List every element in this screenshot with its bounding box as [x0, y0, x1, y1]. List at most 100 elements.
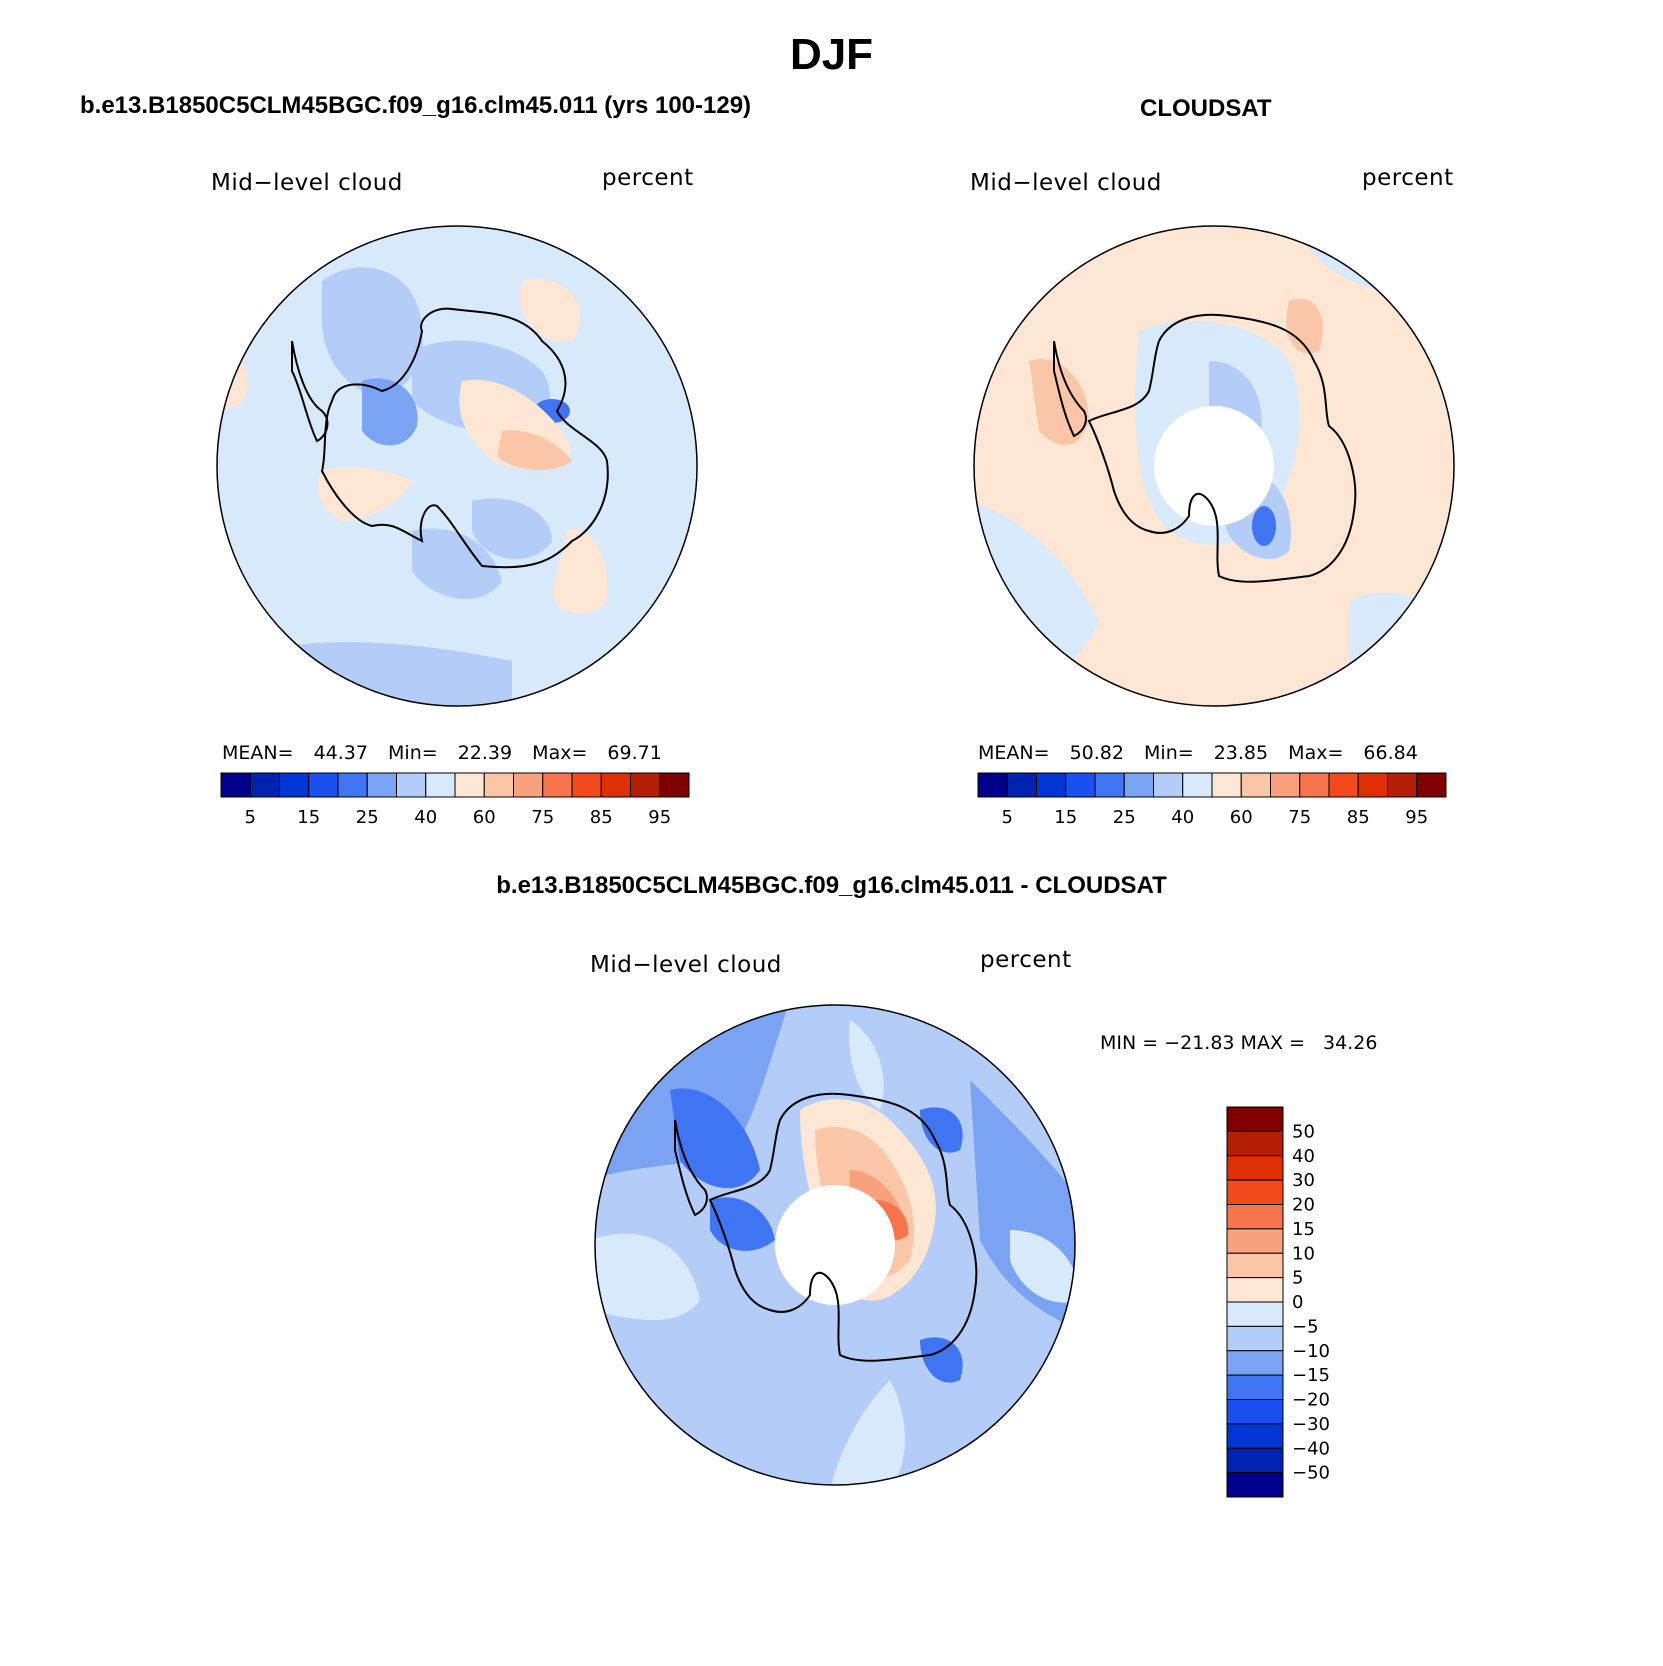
- panel1-colorbar-tick-label: 75: [531, 807, 554, 828]
- panel3-colorbar-box: [1226, 1228, 1284, 1254]
- panel1-colorbar-tick-label: 15: [297, 807, 320, 828]
- panel3-colorbar-tick-label: −50: [1292, 1463, 1330, 1484]
- panel1-colorbar-tick-label: 95: [648, 807, 671, 828]
- panel1-colorbar-tick-label: 85: [590, 807, 613, 828]
- panel2-max-label: Max=: [1288, 742, 1344, 764]
- panel2-colorbar-tick-label: 85: [1347, 807, 1370, 828]
- panel2-colorbar-tick-label: 15: [1054, 807, 1077, 828]
- panel2-mean-label: MEAN=: [978, 742, 1050, 764]
- panel2-colorbar-box: [1387, 772, 1418, 798]
- panel1-field-region: [497, 430, 572, 471]
- panel2-colorbar: 5 15 25 40 60 75 85 95: [977, 772, 1447, 828]
- panel1-stats: MEAN= 44.37 Min= 22.39 Max= 69.71: [222, 742, 662, 764]
- panel1-field-region: [318, 466, 412, 521]
- panel1-colorbar-box: [366, 772, 397, 798]
- panel2-colorbar-box: [1240, 772, 1271, 798]
- panel2-mean-value: 50.82: [1069, 742, 1124, 764]
- panel1-map-border: [216, 225, 698, 707]
- panel3-units-label: percent: [980, 947, 1072, 973]
- panel3-colorbar-tick-label: 30: [1292, 1170, 1315, 1191]
- panel1-mean-label: MEAN=: [222, 742, 294, 764]
- panel1-colorbar-box: [542, 772, 573, 798]
- panel1-colorbar-tick-label: 60: [473, 807, 496, 828]
- panel3-colorbar-tick-label: 20: [1292, 1195, 1315, 1216]
- panel3-colorbar-box: [1226, 1374, 1284, 1400]
- panel1-colorbar-box: [425, 772, 456, 798]
- panel2-variable-label: Mid−level cloud: [970, 170, 1162, 196]
- panel1-colorbar-box: [220, 772, 251, 798]
- panel2-colorbar-box: [1036, 772, 1067, 798]
- panel2-colorbar-box: [1357, 772, 1388, 798]
- panel3-colorbar-box: [1226, 1204, 1284, 1230]
- panel1-field-region: [472, 498, 552, 560]
- panel2-colorbar-box: [1270, 772, 1301, 798]
- panel1-colorbar-tick-label: 40: [414, 807, 437, 828]
- panel2-colorbar-tick-label: 95: [1405, 807, 1428, 828]
- panel3-map: [594, 1004, 1076, 1486]
- panel2-map: [973, 225, 1455, 707]
- panel2-colorbar-box: [1416, 772, 1447, 798]
- panel3-colorbar-tick-label: 5: [1292, 1268, 1303, 1289]
- main-title: DJF: [789, 30, 874, 79]
- panel3-colorbar-box: [1226, 1277, 1284, 1303]
- panel3-field-region: [849, 1020, 884, 1110]
- panel2-colorbar-box: [1182, 772, 1213, 798]
- panel3-coastline: [708, 1092, 978, 1362]
- panel3-field-region: [670, 1088, 760, 1189]
- panel1-colorbar-box: [513, 772, 544, 798]
- panel1-field-region: [362, 378, 418, 446]
- panel3-colorbar-box: [1226, 1472, 1284, 1498]
- panel2-min-value: 23.85: [1213, 742, 1269, 764]
- panel2-coastline: [1053, 340, 1087, 438]
- panel3-title: b.e13.B1850C5CLM45BGC.f09_g16.clm45.011 …: [496, 872, 1167, 899]
- panel2-missing-data: [1154, 406, 1274, 526]
- panel1-colorbar-box: [659, 772, 690, 798]
- panel1-variable-label: Mid−level cloud: [211, 170, 403, 196]
- panel3-field-region: [595, 1233, 700, 1320]
- panel1-coastline: [320, 307, 609, 569]
- panel2-colorbar-tick-label: 25: [1113, 807, 1136, 828]
- panel1-min-value: 22.39: [457, 742, 513, 764]
- panel2-colorbar-box: [1065, 772, 1096, 798]
- panel2-map-border: [973, 225, 1455, 707]
- panel3-colorbar-tick-label: 40: [1292, 1146, 1315, 1167]
- panel2-colorbar-tick-label: 40: [1171, 807, 1194, 828]
- panel3-colorbar-tick-label: −20: [1292, 1390, 1330, 1411]
- panel2-colorbar-box: [1123, 772, 1154, 798]
- panel2-coastline: [1087, 313, 1357, 583]
- panel1-field-region: [322, 267, 423, 396]
- panel2-field-region: [1029, 359, 1089, 445]
- panel1-map: [216, 225, 698, 707]
- panel1-title: b.e13.B1850C5CLM45BGC.f09_g16.clm45.011 …: [80, 92, 752, 119]
- panel3-coastline: [674, 1119, 708, 1217]
- panel3-colorbar-tick-label: −40: [1292, 1438, 1330, 1459]
- panel2-colorbar-tick-label: 60: [1230, 807, 1253, 828]
- panel3-field-region: [830, 1380, 905, 1485]
- panel3-colorbar-tick-label: 0: [1292, 1292, 1303, 1313]
- panel2-title: CLOUDSAT: [1140, 95, 1272, 122]
- panel3-colorbar-box: [1226, 1179, 1284, 1205]
- panel2-stats: MEAN= 50.82 Min= 23.85 Max= 66.84: [978, 742, 1418, 764]
- panel1-colorbar-box: [308, 772, 339, 798]
- panel3-colorbar-box: [1226, 1350, 1284, 1376]
- panel1-colorbar-box: [279, 772, 310, 798]
- panel2-colorbar-tick-label: 5: [1002, 807, 1013, 828]
- panel3-missing-data: [775, 1185, 895, 1305]
- panel1-max-value: 69.71: [607, 742, 662, 764]
- panel1-field-region: [412, 528, 502, 600]
- panel2-colorbar-box: [1006, 772, 1037, 798]
- panel3-colorbar-tick-label: −15: [1292, 1365, 1330, 1386]
- panel1-field-region: [217, 642, 512, 706]
- panel3-colorbar-box: [1226, 1423, 1284, 1449]
- panel2-max-value: 66.84: [1363, 742, 1418, 764]
- panel3-colorbar-tick-label: 10: [1292, 1243, 1315, 1264]
- panel2-field-region: [1252, 506, 1276, 546]
- panel1-colorbar-tick-label: 25: [356, 807, 379, 828]
- panel1-colorbar-box: [454, 772, 485, 798]
- panel1-colorbar-box: [630, 772, 661, 798]
- panel3-colorbar-box: [1226, 1399, 1284, 1425]
- panel3-colorbar-box: [1226, 1130, 1284, 1157]
- panel2-colorbar-box: [1328, 772, 1359, 798]
- panel1-colorbar-tick-label: 5: [245, 807, 256, 828]
